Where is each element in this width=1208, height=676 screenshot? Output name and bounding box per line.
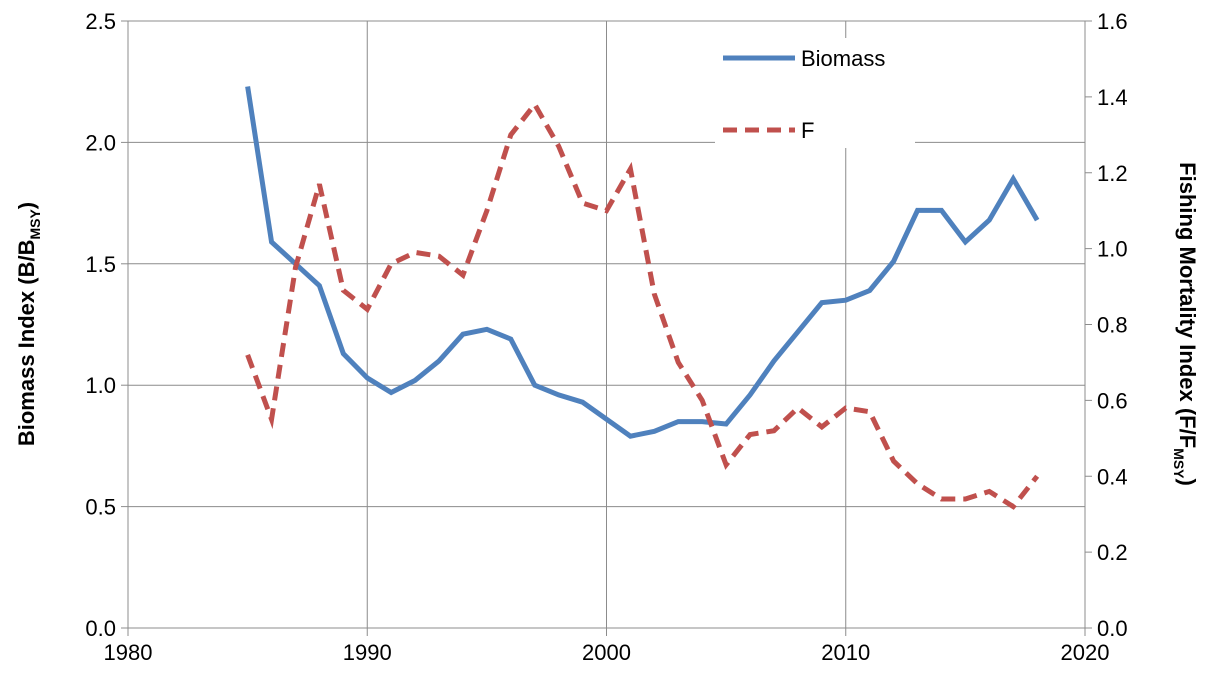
x-tick-label: 1990 xyxy=(343,640,392,665)
y-tick-label: 0.5 xyxy=(85,495,116,520)
legend-label: F xyxy=(801,118,814,143)
y2-label-end: ) xyxy=(1175,479,1200,486)
y2-tick-label: 0.8 xyxy=(1097,313,1128,338)
y-tick-label: 1.5 xyxy=(85,252,116,277)
y2-tick-label: 0.0 xyxy=(1097,616,1128,641)
y2-tick-label: 1.2 xyxy=(1097,161,1128,186)
y2-label-text: Fishing Mortality Index (F/F xyxy=(1175,162,1200,448)
y2-tick-label: 0.4 xyxy=(1097,464,1128,489)
y-tick-label: 0.0 xyxy=(85,616,116,641)
y-label-end: ) xyxy=(14,202,39,209)
y2-label-sub: MSY xyxy=(1171,448,1187,479)
y-tick-label: 2.5 xyxy=(85,9,116,34)
y-tick-label: 2.0 xyxy=(85,130,116,155)
y-tick-label: 1.0 xyxy=(85,373,116,398)
x-tick-label: 2000 xyxy=(582,640,631,665)
y-label-sub: MSY xyxy=(27,209,43,240)
y2-axis-label: Fishing Mortality Index (F/FMSY) xyxy=(1171,162,1200,486)
x-tick-label: 2010 xyxy=(821,640,870,665)
legend-label: Biomass xyxy=(801,46,885,71)
y2-tick-label: 1.6 xyxy=(1097,9,1128,34)
y2-tick-label: 0.6 xyxy=(1097,388,1128,413)
y-axis-label: Biomass Index (B/BMSY) xyxy=(14,202,43,446)
y2-tick-label: 1.0 xyxy=(1097,237,1128,262)
x-tick-label: 1980 xyxy=(104,640,153,665)
y-label-text: Biomass Index (B/B xyxy=(14,240,39,447)
plot-frame xyxy=(127,20,1086,629)
series-line xyxy=(245,100,1040,510)
x-tick-label: 2020 xyxy=(1061,640,1110,665)
series-line xyxy=(245,86,1040,439)
y2-tick-label: 1.4 xyxy=(1097,85,1128,110)
y2-tick-label: 0.2 xyxy=(1097,540,1128,565)
